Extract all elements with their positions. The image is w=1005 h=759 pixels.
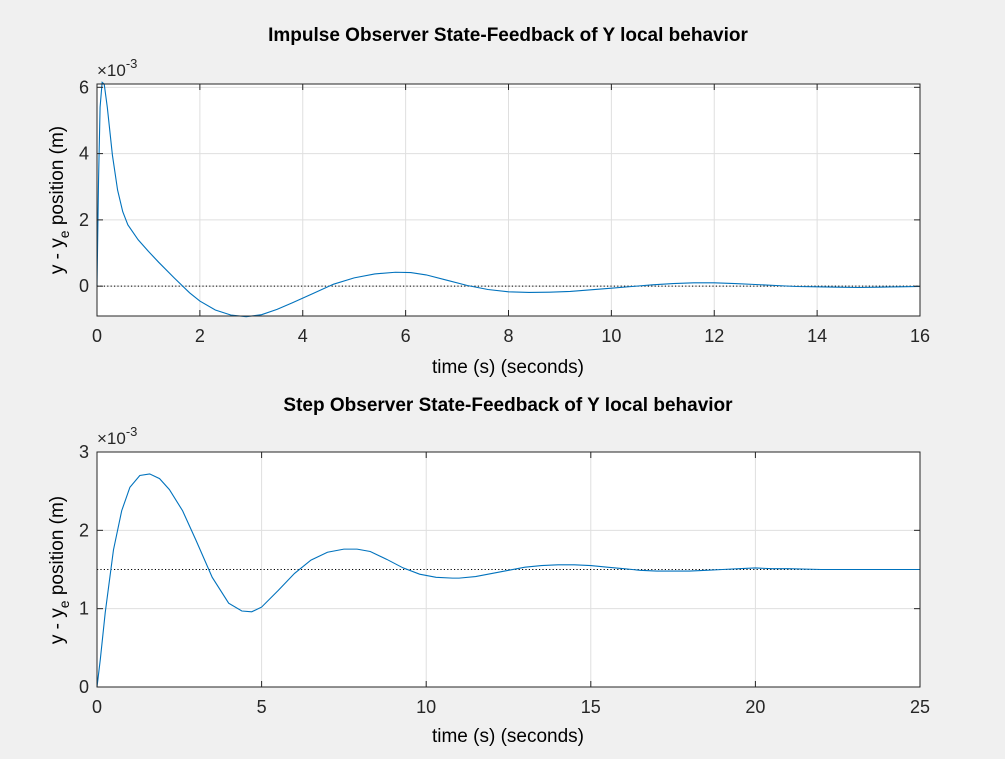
impulse-x-tick-label-7: 14 [807,326,827,346]
step-y-axis-label: y - ye position (m) [47,496,72,644]
impulse-ticks: 0 2 4 6 8 10 12 14 16 0 2 4 6 [79,77,930,346]
impulse-chart-title: Impulse Observer State-Feedback of Y loc… [268,25,748,46]
step-y-tick-label-0: 0 [79,677,89,697]
impulse-x-tick-label-5: 10 [601,326,621,346]
step-y-tick-label-2: 2 [79,520,89,540]
impulse-multiplier-base: ×10 [97,61,126,80]
impulse-x-axis-label: time (s) (seconds) [432,357,584,378]
impulse-y-multiplier: ×10-3 [97,56,137,80]
impulse-x-tick-label-4: 8 [503,326,513,346]
step-multiplier-exponent: -3 [126,424,138,439]
impulse-multiplier-exponent: -3 [126,56,138,71]
impulse-response-line [96,81,921,318]
step-y-label-suffix: position (m) [47,496,68,601]
step-x-tick-label-5: 25 [910,697,930,717]
step-x-axis-label: time (s) (seconds) [432,726,584,747]
step-y-multiplier: ×10-3 [97,424,137,448]
step-plot: 0 5 10 15 20 25 0 1 2 3 Step Observer State-Feedb… [47,395,930,747]
impulse-x-tick-label-1: 2 [195,326,205,346]
impulse-x-tick-label-6: 12 [704,326,724,346]
impulse-y-label-prefix: y - y [47,238,68,274]
step-x-tick-label-0: 0 [92,697,102,717]
step-x-tick-label-3: 15 [581,697,601,717]
impulse-y-tick-label-1: 2 [79,210,89,230]
step-y-tick-label-1: 1 [79,599,89,619]
impulse-x-tick-label-0: 0 [92,326,102,346]
impulse-y-tick-label-2: 4 [79,144,89,164]
impulse-x-tick-label-3: 6 [401,326,411,346]
impulse-x-tick-label-2: 4 [298,326,308,346]
impulse-y-tick-label-0: 0 [79,276,89,296]
impulse-y-label-suffix: position (m) [47,126,68,231]
step-y-label-subscript: e [56,600,72,608]
impulse-x-tick-label-8: 16 [910,326,930,346]
step-x-tick-label-2: 10 [416,697,436,717]
step-y-tick-label-3: 3 [79,442,89,462]
impulse-y-label-subscript: e [56,230,72,238]
step-ticks: 0 5 10 15 20 25 0 1 2 3 [79,442,930,717]
step-x-tick-label-1: 5 [257,697,267,717]
step-axes-box [96,451,921,688]
impulse-plot: 0 2 4 6 8 10 12 14 16 0 2 4 6 Impulse Observer State… [47,25,930,378]
step-multiplier-base: ×10 [97,429,126,448]
step-response-line [96,473,920,688]
step-y-label-prefix: y - y [47,608,68,644]
impulse-y-axis-label: y - ye position (m) [47,126,72,274]
impulse-y-tick-label-3: 6 [79,77,89,97]
step-chart-title: Step Observer State-Feedback of Y local … [283,395,733,416]
step-x-tick-label-4: 20 [745,697,765,717]
